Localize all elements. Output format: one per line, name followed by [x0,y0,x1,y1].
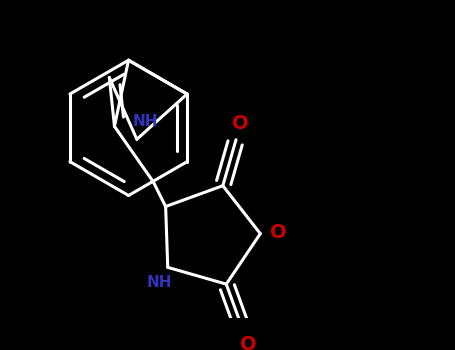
Text: O: O [240,335,257,350]
Text: NH: NH [147,275,172,290]
Text: O: O [270,223,287,241]
Text: NH: NH [132,114,158,129]
Text: O: O [232,114,249,133]
